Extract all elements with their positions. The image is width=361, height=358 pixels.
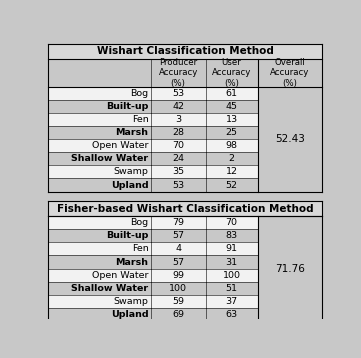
Bar <box>48 216 257 229</box>
Bar <box>257 179 322 192</box>
Text: 100: 100 <box>222 271 240 280</box>
Bar <box>257 295 322 308</box>
Text: 53: 53 <box>172 180 184 189</box>
Text: 100: 100 <box>169 284 187 293</box>
Bar <box>48 308 257 321</box>
Bar <box>48 59 322 87</box>
Text: 52.43: 52.43 <box>275 134 305 144</box>
Bar <box>257 126 322 139</box>
Text: Shallow Water: Shallow Water <box>71 284 148 293</box>
Text: 52: 52 <box>226 180 238 189</box>
Text: 28: 28 <box>172 128 184 137</box>
Bar <box>257 229 322 242</box>
Text: Upland: Upland <box>111 310 148 319</box>
Text: User
Accuracy
(%): User Accuracy (%) <box>212 58 251 88</box>
Text: 70: 70 <box>172 141 184 150</box>
Text: 63: 63 <box>226 310 238 319</box>
Bar <box>48 179 257 192</box>
Text: Fisher-based Wishart Classification Method: Fisher-based Wishart Classification Meth… <box>57 203 313 213</box>
Bar <box>257 152 322 165</box>
Text: 24: 24 <box>172 154 184 163</box>
Bar <box>257 308 322 321</box>
Bar <box>257 216 322 229</box>
Text: Upland: Upland <box>111 180 148 189</box>
Text: 13: 13 <box>226 115 238 124</box>
Text: 51: 51 <box>226 284 238 293</box>
Text: 3: 3 <box>175 115 181 124</box>
Text: Bog: Bog <box>130 218 148 227</box>
Text: Shallow Water: Shallow Water <box>71 154 148 163</box>
Text: 71.76: 71.76 <box>275 263 305 274</box>
Text: Built-up: Built-up <box>106 102 148 111</box>
Text: Overall
Accuracy
(%): Overall Accuracy (%) <box>270 58 309 88</box>
Text: Bog: Bog <box>130 89 148 98</box>
Text: 91: 91 <box>226 245 238 253</box>
Bar <box>257 139 322 152</box>
Text: 79: 79 <box>172 218 184 227</box>
Bar <box>48 256 257 268</box>
Bar <box>48 152 257 165</box>
Bar <box>257 100 322 113</box>
Text: 53: 53 <box>172 89 184 98</box>
Bar <box>48 229 257 242</box>
Bar <box>48 44 322 59</box>
Bar <box>48 295 257 308</box>
Text: 4: 4 <box>175 245 181 253</box>
Text: 69: 69 <box>172 310 184 319</box>
Text: 2: 2 <box>229 154 235 163</box>
Bar <box>257 87 322 100</box>
Text: 37: 37 <box>226 297 238 306</box>
Text: Fen: Fen <box>132 245 148 253</box>
Bar <box>48 87 257 100</box>
Bar <box>48 201 322 216</box>
Bar <box>257 282 322 295</box>
Text: Producer
Accuracy
(%): Producer Accuracy (%) <box>158 58 198 88</box>
Text: 98: 98 <box>226 141 238 150</box>
Bar <box>48 126 257 139</box>
Bar <box>48 113 257 126</box>
Bar <box>257 268 322 282</box>
Bar <box>257 242 322 256</box>
Bar <box>48 100 257 113</box>
Text: 70: 70 <box>226 218 238 227</box>
Bar <box>48 282 257 295</box>
Bar <box>48 139 257 152</box>
Text: 59: 59 <box>172 297 184 306</box>
Text: Swamp: Swamp <box>114 168 148 176</box>
Text: 57: 57 <box>172 231 184 240</box>
Text: Wishart Classification Method: Wishart Classification Method <box>97 47 273 57</box>
Text: 57: 57 <box>172 257 184 266</box>
Text: 25: 25 <box>226 128 238 137</box>
Text: 61: 61 <box>226 89 238 98</box>
Text: Built-up: Built-up <box>106 231 148 240</box>
Text: Marsh: Marsh <box>116 128 148 137</box>
Bar <box>48 268 257 282</box>
Text: 45: 45 <box>226 102 238 111</box>
Text: Swamp: Swamp <box>114 297 148 306</box>
Text: Open Water: Open Water <box>92 141 148 150</box>
Text: 42: 42 <box>172 102 184 111</box>
Bar <box>257 113 322 126</box>
Text: 83: 83 <box>226 231 238 240</box>
Text: 99: 99 <box>172 271 184 280</box>
Text: 12: 12 <box>226 168 238 176</box>
Text: Open Water: Open Water <box>92 271 148 280</box>
Text: 35: 35 <box>172 168 184 176</box>
Bar <box>257 165 322 179</box>
Bar <box>257 256 322 268</box>
Text: 31: 31 <box>226 257 238 266</box>
Text: Marsh: Marsh <box>116 257 148 266</box>
Bar <box>48 242 257 256</box>
Text: Fen: Fen <box>132 115 148 124</box>
Bar <box>48 165 257 179</box>
